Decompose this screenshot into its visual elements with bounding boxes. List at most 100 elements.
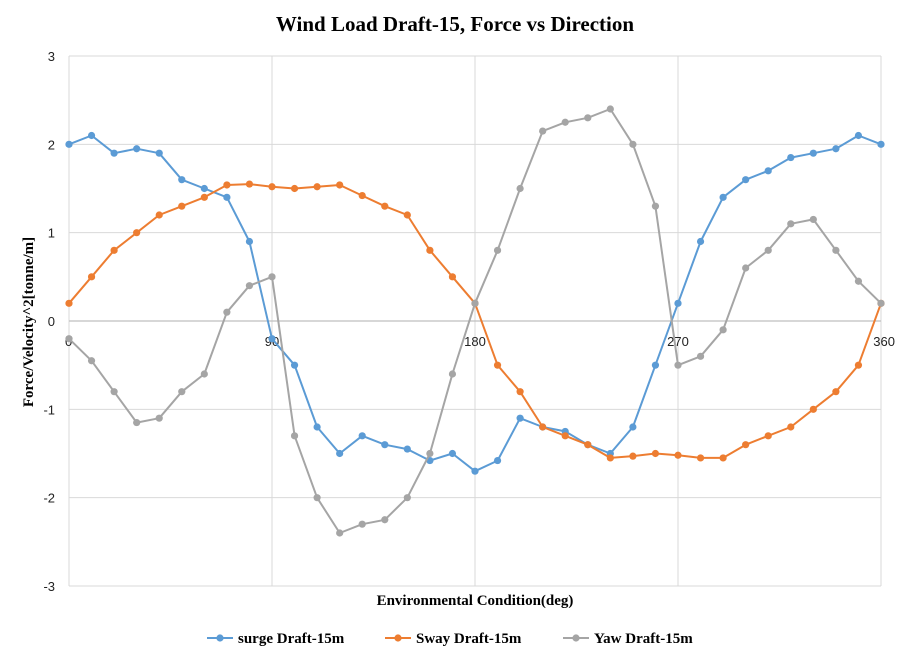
x-tick-label: 270 xyxy=(667,334,689,349)
data-point xyxy=(178,202,186,210)
data-point xyxy=(493,246,502,254)
data-point xyxy=(358,432,366,440)
data-point xyxy=(651,361,660,369)
data-point xyxy=(200,370,208,378)
legend-marker xyxy=(572,634,580,642)
data-point xyxy=(787,220,795,228)
legend-label: Sway Draft-15m xyxy=(416,631,522,647)
data-point xyxy=(674,299,682,307)
data-point xyxy=(516,388,524,396)
data-point xyxy=(133,418,141,427)
data-point xyxy=(719,454,727,462)
data-point xyxy=(539,423,547,431)
data-point xyxy=(448,370,457,378)
data-point xyxy=(155,149,163,157)
data-point xyxy=(87,357,96,365)
data-point xyxy=(336,529,344,537)
data-point xyxy=(629,423,637,431)
data-point xyxy=(471,467,479,475)
data-point xyxy=(787,423,795,431)
y-tick-label: 1 xyxy=(48,226,55,241)
y-axis-title: Force/Velocity^2[tonne/m] xyxy=(21,237,37,407)
y-tick-label: 2 xyxy=(48,137,55,152)
data-point xyxy=(539,127,547,135)
x-axis-title: Environmental Condition(deg) xyxy=(377,593,574,609)
y-tick-labels: -3 -2 -1 0 1 2 3 xyxy=(43,49,55,594)
data-point xyxy=(223,308,231,316)
y-tick-label: -1 xyxy=(43,402,55,417)
data-point xyxy=(358,191,366,200)
data-point xyxy=(110,388,118,396)
data-point xyxy=(133,229,141,237)
legend-label: Yaw Draft-15m xyxy=(594,631,693,647)
series-3 xyxy=(65,105,885,537)
data-point xyxy=(381,516,389,524)
data-point xyxy=(809,149,817,157)
data-point xyxy=(696,352,705,360)
data-point xyxy=(471,299,479,307)
data-point xyxy=(854,277,863,285)
data-point xyxy=(493,456,502,465)
legend-item-1: surge Draft-15m xyxy=(207,631,345,647)
data-point xyxy=(245,180,254,188)
legend-item-2: Sway Draft-15m xyxy=(385,631,522,647)
data-point xyxy=(313,494,321,502)
data-point xyxy=(764,432,772,440)
data-point xyxy=(290,361,299,369)
data-point xyxy=(764,167,772,175)
data-point xyxy=(742,264,750,272)
data-point xyxy=(832,145,840,153)
data-point xyxy=(629,140,637,148)
legend: surge Draft-15m Sway Draft-15m Yaw Draft-1… xyxy=(207,631,693,647)
data-point xyxy=(719,326,727,334)
data-point xyxy=(696,237,705,246)
data-point xyxy=(651,449,660,458)
data-point xyxy=(606,454,614,462)
data-point xyxy=(155,211,163,219)
data-point xyxy=(674,451,682,459)
legend-label: surge Draft-15m xyxy=(238,631,345,647)
data-point xyxy=(223,193,231,201)
data-point xyxy=(696,454,705,462)
data-point xyxy=(584,114,592,122)
data-point xyxy=(448,273,457,281)
data-point xyxy=(223,181,231,189)
data-point xyxy=(313,183,321,191)
data-point xyxy=(313,423,321,431)
data-point xyxy=(742,441,750,449)
data-point xyxy=(268,335,276,343)
data-point xyxy=(651,202,660,210)
data-point xyxy=(832,246,840,254)
data-point xyxy=(516,414,524,422)
data-point xyxy=(245,282,254,290)
data-point xyxy=(110,246,118,254)
data-point xyxy=(448,449,457,458)
legend-marker xyxy=(394,634,402,642)
series-2 xyxy=(65,180,885,462)
data-point xyxy=(403,211,411,219)
y-tick-label: 0 xyxy=(48,314,55,329)
data-point xyxy=(87,273,96,281)
chart-title: Wind Load Draft-15, Force vs Direction xyxy=(276,12,634,36)
data-point xyxy=(403,494,411,502)
y-tick-label: 3 xyxy=(48,49,55,64)
data-point xyxy=(877,140,885,148)
data-point xyxy=(178,176,186,184)
y-tick-label: -2 xyxy=(43,491,55,506)
data-point xyxy=(854,361,863,369)
data-point xyxy=(268,183,276,191)
data-point xyxy=(358,520,366,528)
data-point xyxy=(336,181,344,189)
data-point xyxy=(381,202,389,210)
data-point xyxy=(877,299,885,307)
data-point xyxy=(110,149,118,157)
data-point xyxy=(178,388,186,396)
data-point xyxy=(584,441,592,449)
data-point xyxy=(155,414,163,422)
data-point xyxy=(87,131,96,140)
data-point xyxy=(606,105,614,113)
data-point xyxy=(674,361,682,369)
data-point xyxy=(561,118,569,126)
